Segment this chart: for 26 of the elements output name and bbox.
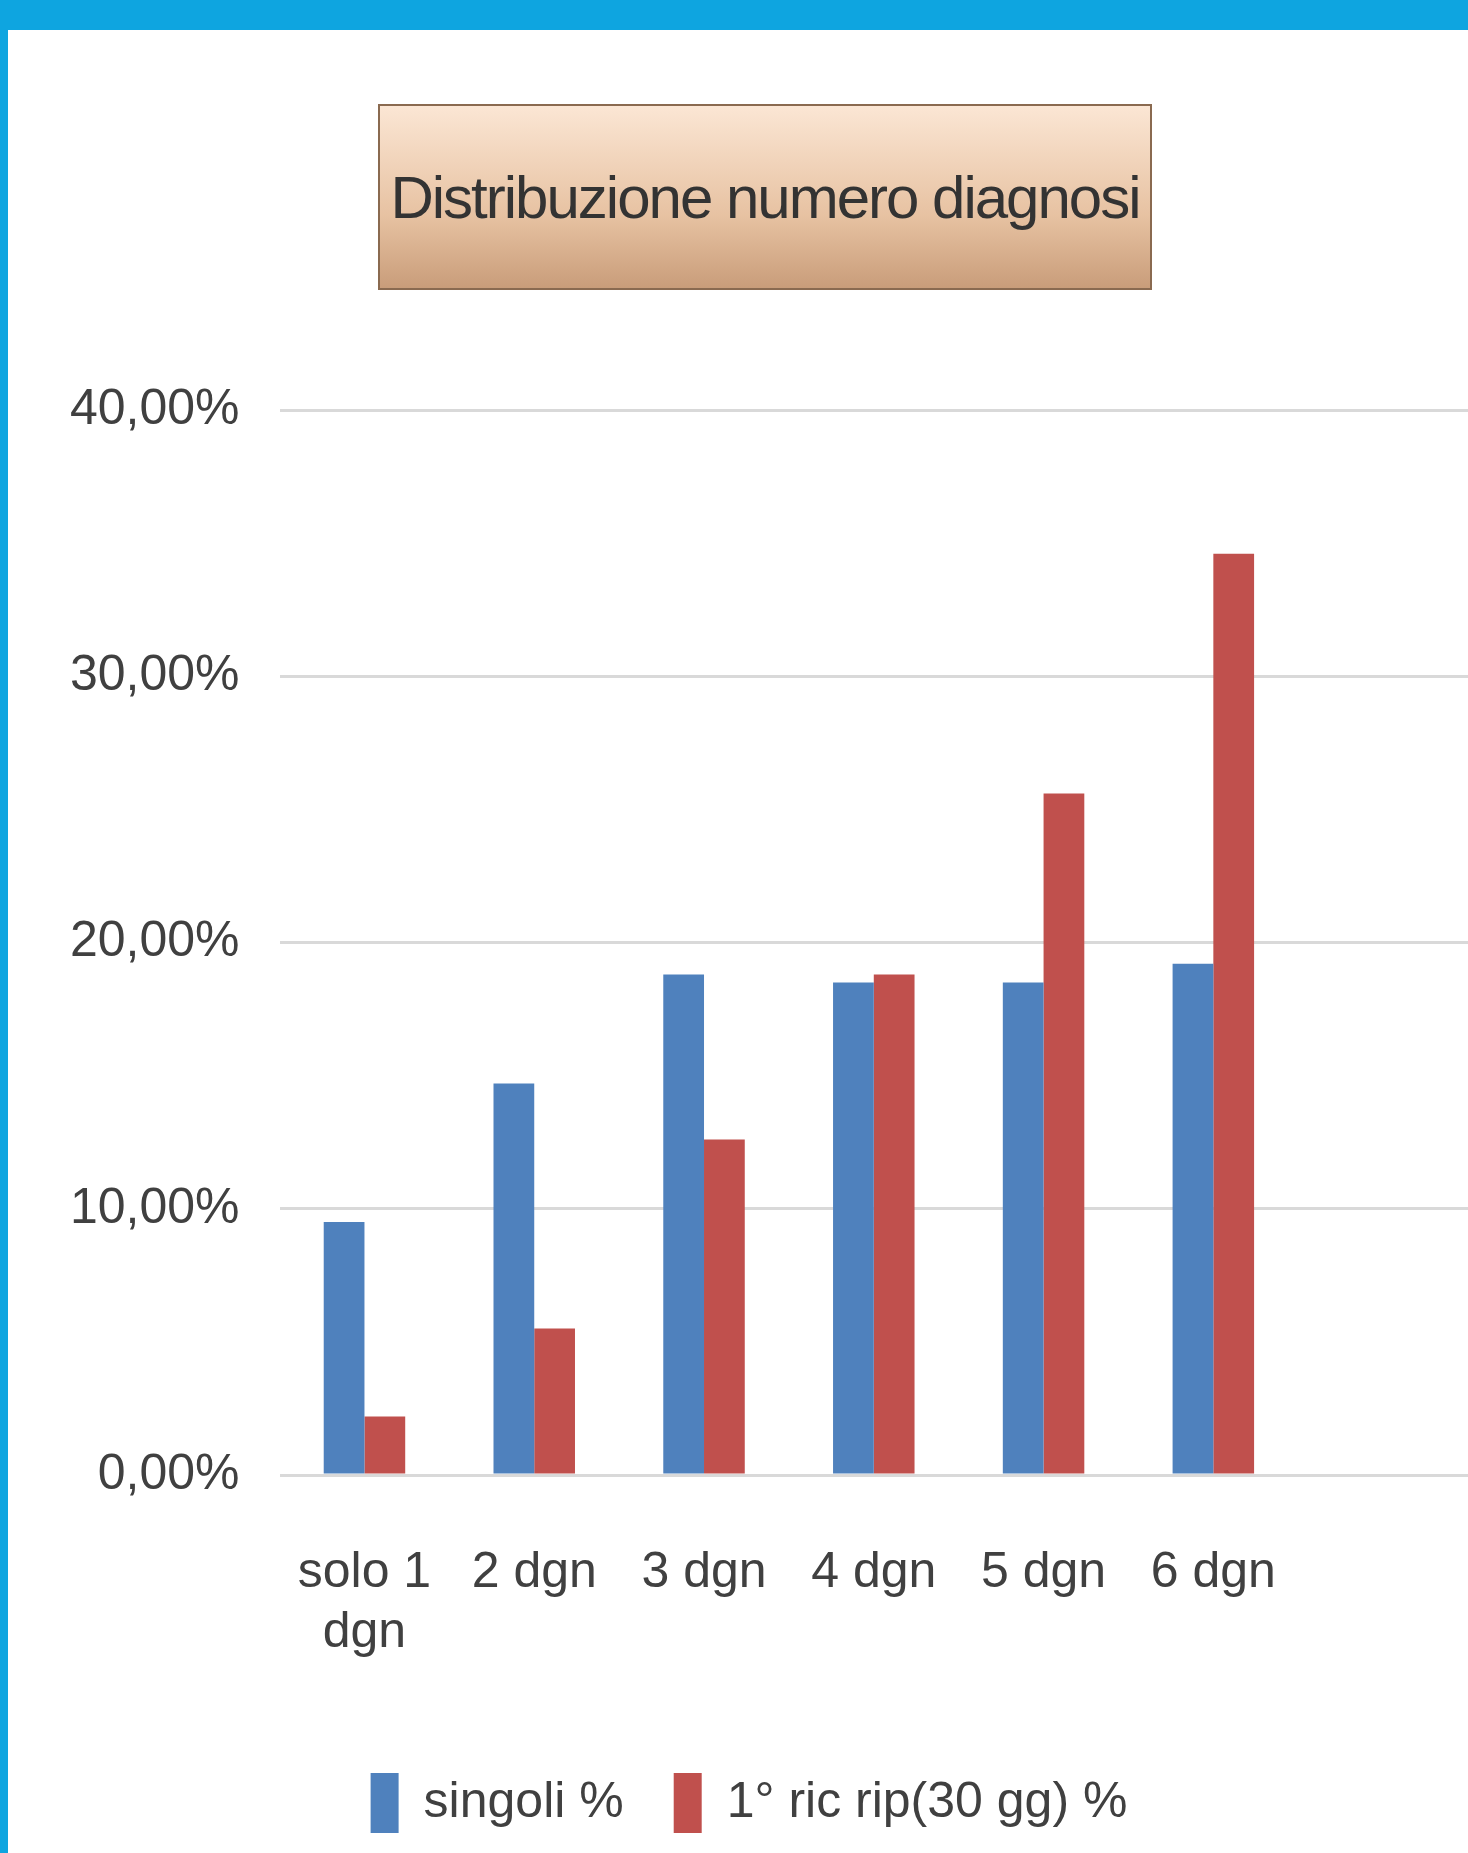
bar: [364, 1416, 406, 1474]
x-tick-label: 6 dgn: [1150, 1541, 1276, 1598]
x-tick-label: 4 dgn: [811, 1541, 937, 1598]
y-tick-label: 10,00%: [69, 1177, 240, 1234]
bar: [833, 982, 874, 1474]
legend-label: 1° ric rip(30 gg) %: [726, 1771, 1128, 1828]
y-tick-label: 40,00%: [69, 378, 240, 435]
chart-title: Distribuzione numero diagnosi: [378, 104, 1152, 290]
y-tick-label: 20,00%: [69, 911, 240, 968]
bar: [873, 974, 915, 1474]
legend-label: singoli %: [423, 1771, 624, 1828]
y-tick-label: 0,00%: [97, 1443, 240, 1500]
bar: [1043, 793, 1085, 1474]
bar: [1172, 963, 1214, 1474]
x-tick-label: 2 dgn: [471, 1541, 597, 1598]
bar: [323, 1222, 365, 1474]
bar: [663, 974, 705, 1474]
y-tick-label: 30,00%: [69, 645, 240, 702]
bar: [493, 1083, 535, 1474]
x-tick-label: 5 dgn: [981, 1541, 1107, 1598]
bar: [534, 1328, 575, 1474]
bar: [1213, 553, 1255, 1474]
bar: [1002, 982, 1044, 1474]
x-tick-label: solo 1 dgn: [297, 1541, 432, 1658]
bar: [704, 1139, 745, 1474]
x-tick-label: 3 dgn: [641, 1541, 767, 1598]
